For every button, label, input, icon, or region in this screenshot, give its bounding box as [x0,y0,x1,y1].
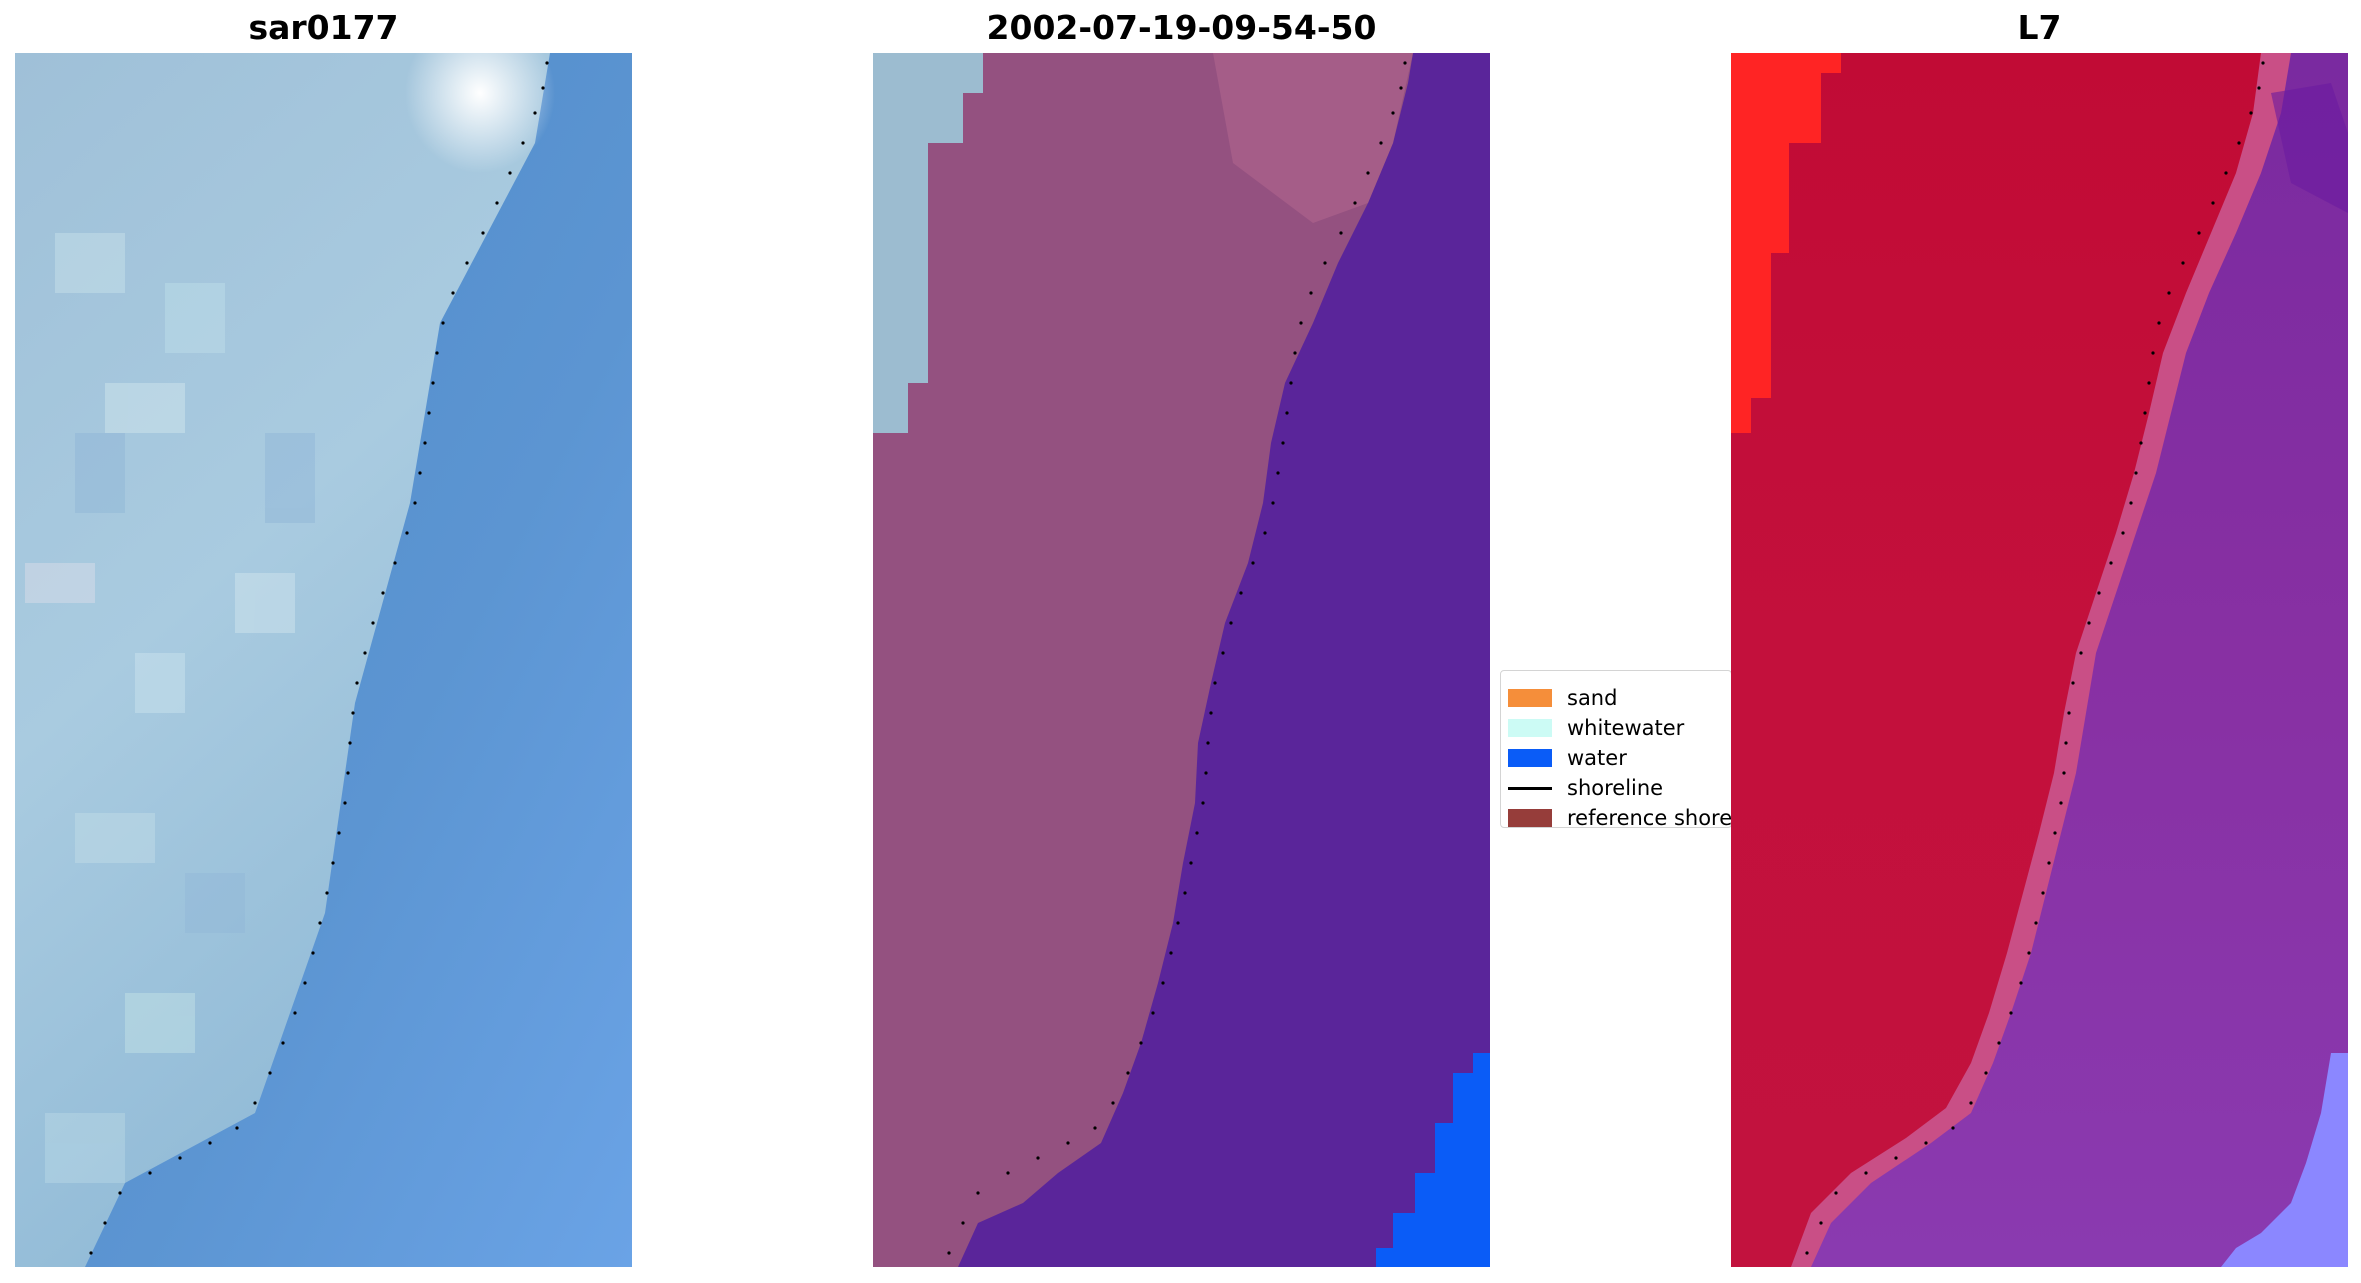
class-whitewater-area [873,53,983,433]
class-water-patch [1376,1053,1490,1267]
legend-label-sand: sand [1567,686,1618,710]
legend-item-reference-shoreline: reference shoreline [1508,803,1732,828]
class-land-area [873,53,1413,1267]
rgb-satellite-image [15,53,632,1267]
fc-land-area [1731,53,2261,1267]
legend-swatch-water [1508,749,1552,767]
false-color-image [1731,53,2348,1267]
legend-item-water: water [1508,743,1627,773]
legend-label-reference-shoreline: reference shoreline [1567,806,1732,828]
rgb-texture [25,233,315,1183]
legend-label-shoreline: shoreline [1567,776,1664,800]
legend: sand whitewater water shoreline referenc… [1500,670,1732,828]
classified-image [873,53,1490,1267]
legend-item-sand: sand [1508,683,1617,713]
legend-swatch-sand [1508,689,1552,707]
panel-title-classified: 2002-07-19-09-54-50 [986,8,1377,47]
panel-title-rgb: sar0177 [248,8,399,47]
legend-item-shoreline: shoreline [1508,773,1663,803]
fc-shoreline-dots [1805,61,2265,1255]
legend-line-shoreline [1508,786,1552,790]
legend-label-whitewater: whitewater [1567,716,1685,740]
panel-title-false-color: L7 [2017,8,2062,47]
fc-water-dark-streak [2271,83,2348,213]
rgb-shoreline-dots [89,61,549,1255]
fc-land-bright-area [1731,53,1841,433]
class-shoreline-dots [947,61,1407,1255]
legend-swatch-whitewater [1508,719,1552,737]
fc-water-light-area [2221,1053,2348,1267]
rgb-glare [405,53,555,173]
legend-label-water: water [1567,746,1627,770]
rgb-land-area [15,53,550,1267]
legend-swatch-reference-shoreline [1508,809,1552,827]
legend-item-whitewater: whitewater [1508,713,1684,743]
class-land-highlight [1213,53,1413,223]
